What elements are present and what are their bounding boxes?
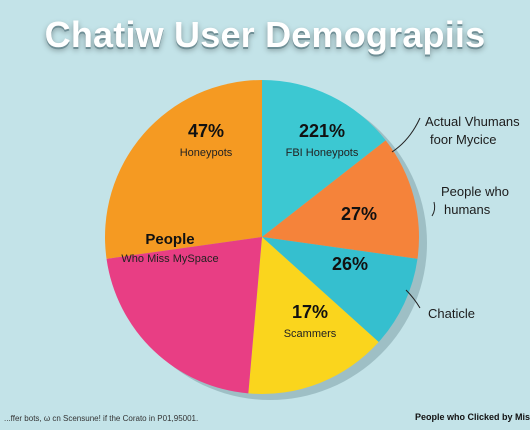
pie-slices (105, 80, 419, 394)
callout-leader-line (431, 201, 436, 217)
slice-label-name-bold: People (145, 231, 194, 248)
callout-label: Chaticle (428, 306, 475, 321)
slice-label-value: 27% (341, 204, 377, 224)
callout-label: People who (441, 184, 509, 199)
slice-label-name: Who Miss MySpace (121, 253, 218, 265)
slice-label-value: 26% (332, 254, 368, 274)
callout-label: humans (444, 202, 491, 217)
pie-slice (105, 80, 262, 259)
chart-title: Chatiw User Demograpiis (44, 14, 486, 55)
pie-slice (106, 237, 262, 394)
callout-leader-line (391, 117, 421, 153)
callout-label: Actual Vhumans (425, 114, 520, 129)
slice-label-name: FBI Honeypots (286, 147, 359, 159)
pie-slice (248, 237, 379, 394)
callout-leader-line (405, 289, 421, 309)
slice-label-value: 17% (292, 302, 328, 322)
slice-label-name: Scammers (284, 328, 337, 340)
footnote: ...ffer bots, ω cn Scensune! if the Cora… (4, 414, 199, 423)
pie-slice (262, 237, 418, 343)
slice-label-value: 47% (188, 121, 224, 141)
pie-slice (262, 140, 419, 259)
callout-label: foor Mycice (430, 132, 496, 147)
slice-label-value: 221% (299, 121, 345, 141)
pie-slice (262, 80, 386, 237)
footnote-right: People who Clicked by Mis (414, 412, 530, 422)
slice-label-name: Honeypots (180, 147, 233, 159)
